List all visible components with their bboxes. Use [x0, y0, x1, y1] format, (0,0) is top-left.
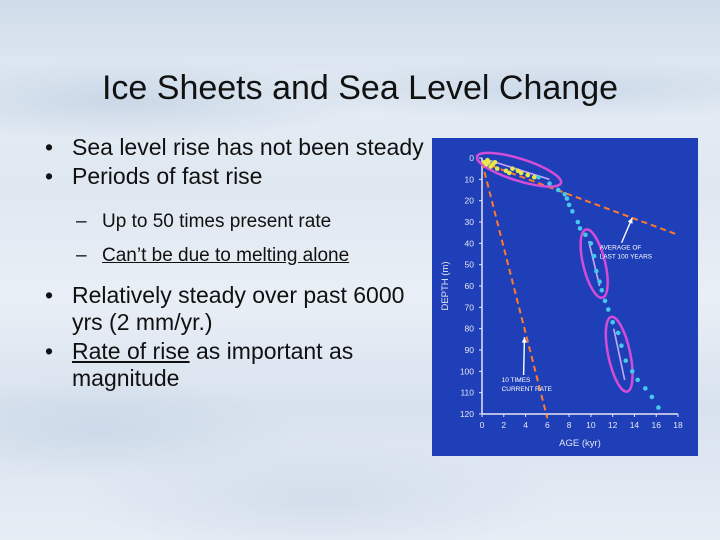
bullet-text: Sea level rise has not been steady	[72, 134, 424, 160]
y-tick-label: 80	[465, 324, 475, 334]
bullet-text: Relatively steady over past 6000 yrs (2 …	[72, 282, 405, 335]
annotation-label: CURRENT RATE	[502, 386, 553, 393]
data-point	[555, 187, 561, 193]
y-tick-label: 70	[465, 302, 475, 312]
data-point	[635, 377, 641, 383]
data-point	[506, 170, 512, 176]
annotation-arrowhead	[627, 217, 633, 224]
x-tick-label: 2	[501, 420, 506, 430]
data-point	[649, 394, 655, 400]
data-point	[588, 241, 594, 246]
data-point	[503, 168, 509, 174]
data-point	[619, 343, 624, 349]
y-tick-label: 120	[460, 409, 474, 419]
bullet-item: Sea level rise has not been steady	[38, 134, 428, 161]
bullet-list: Sea level rise has not been steady Perio…	[38, 134, 428, 394]
x-tick-label: 8	[567, 420, 572, 430]
x-axis-label: AGE (kyr)	[559, 438, 601, 449]
data-point	[547, 181, 552, 186]
data-point	[510, 166, 515, 171]
x-tick-label: 18	[673, 420, 683, 430]
sub-bullet-list: Up to 50 times present rate Can’t be due…	[72, 210, 428, 268]
x-tick-label: 4	[523, 420, 528, 430]
x-tick-label: 12	[608, 420, 618, 430]
annotation-label: LAST 100 YEARS	[600, 254, 653, 261]
sea-level-chart-panel: 0 10 20 30 40 50 60 70 80 90 100 110 120 0 2 4 6 8 10 12 14 1…	[432, 138, 698, 456]
data-point	[629, 369, 635, 374]
y-tick-label: 0	[469, 153, 474, 163]
x-tick-label: 10	[586, 420, 596, 430]
sub-bullet-text: Up to 50 times present rate	[102, 211, 332, 232]
data-point	[643, 386, 648, 391]
data-point	[577, 226, 583, 231]
x-tick-label: 6	[545, 420, 550, 430]
data-point	[575, 219, 581, 225]
highlight-ellipse	[579, 228, 609, 300]
rise-segment-line	[587, 241, 601, 287]
y-tick-label: 100	[460, 366, 474, 376]
data-point	[602, 298, 608, 304]
data-point	[623, 358, 629, 363]
data-point	[485, 157, 490, 163]
data-point	[615, 330, 621, 336]
y-axis-label: DEPTH (m)	[440, 261, 451, 310]
bullet-text: as important as magnitude	[72, 338, 354, 391]
data-point	[518, 170, 524, 176]
rise-segment-line	[612, 328, 626, 381]
y-tick-label: 90	[465, 345, 475, 355]
annotation-label: 10 TIMES	[502, 377, 531, 384]
y-tick-label: 110	[460, 388, 474, 398]
y-tick-label: 60	[465, 281, 475, 291]
bullet-item: Periods of fast rise Up to 50 times pres…	[38, 163, 428, 268]
data-point	[583, 232, 588, 238]
bullet-link-text: Rate of rise	[72, 338, 190, 364]
y-tick-label: 30	[465, 217, 475, 227]
annotation-arrow	[522, 337, 526, 376]
data-point	[570, 209, 575, 214]
x-tick-label: 14	[630, 420, 640, 430]
bullet-item: Rate of rise as important as magnitude	[38, 338, 428, 392]
sea-level-chart: 0 10 20 30 40 50 60 70 80 90 100 110 120 0 2 4 6 8 10 12 14 1…	[440, 151, 683, 449]
data-point	[525, 172, 531, 178]
y-tick-label: 50	[465, 260, 475, 270]
x-tick-label: 16	[651, 420, 661, 430]
data-point	[566, 202, 572, 208]
y-tick-label: 40	[465, 238, 475, 248]
sub-bullet-item: Up to 50 times present rate	[72, 210, 428, 234]
bullet-text: Periods of fast rise	[72, 163, 263, 189]
data-point	[562, 191, 568, 197]
x-tick-label: 0	[480, 420, 485, 430]
data-point	[564, 196, 570, 201]
slide-title: Ice Sheets and Sea Level Change	[101, 68, 619, 107]
data-point	[597, 279, 602, 285]
data-point	[599, 287, 605, 293]
data-point	[656, 405, 661, 410]
y-tick-label: 10	[465, 174, 475, 184]
data-point	[492, 159, 498, 165]
data-point	[536, 174, 541, 180]
data-point	[494, 166, 500, 171]
data-point	[591, 253, 597, 259]
reference-line	[481, 162, 549, 419]
bullet-item: Relatively steady over past 6000 yrs (2 …	[38, 282, 428, 336]
reference-line	[481, 161, 679, 236]
annotation-label: AVERAGE OF	[600, 245, 642, 252]
data-point	[515, 168, 521, 174]
data-point	[594, 268, 599, 274]
annotation-arrowhead	[521, 337, 527, 343]
highlight-ellipse	[475, 151, 563, 188]
y-tick-label: 20	[465, 196, 475, 206]
sub-bullet-item: Can’t be due to melting alone	[72, 244, 428, 268]
highlight-ellipse	[604, 315, 634, 393]
data-point	[606, 307, 611, 312]
data-point	[531, 174, 537, 180]
sub-bullet-text: Can’t be due to melting alone	[102, 245, 350, 266]
data-point	[610, 319, 615, 325]
